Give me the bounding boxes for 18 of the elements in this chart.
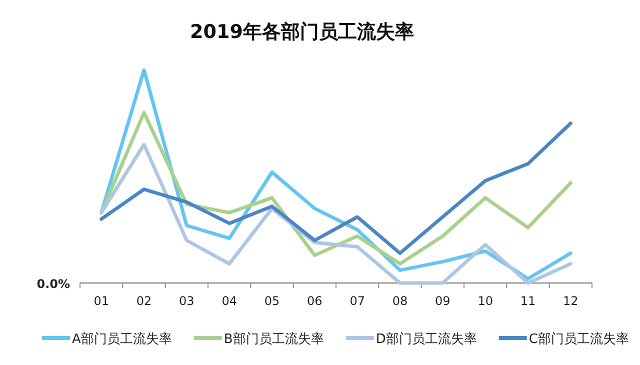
x-tick-label: 11 — [520, 294, 536, 308]
x-tick-label: 02 — [136, 294, 152, 308]
chart-title: 2019年各部门员工流失率 — [190, 21, 414, 43]
x-tick-label: 01 — [94, 294, 109, 308]
legend-label: C部门员工流失率 — [528, 331, 629, 347]
x-tick-label: 12 — [563, 294, 578, 308]
text: 0.0% — [36, 277, 70, 291]
legend-label: D部门员工流失率 — [376, 331, 477, 347]
x-tick-label: 06 — [307, 294, 322, 308]
x-tick-label: 09 — [435, 294, 450, 308]
x-tick-label: 08 — [392, 294, 408, 308]
x-tick-label: 03 — [179, 294, 194, 308]
x-tick-label: 05 — [264, 294, 280, 308]
legend-label: A部门员工流失率 — [72, 331, 172, 347]
x-tick-label: 04 — [222, 294, 237, 308]
legend-label: B部门员工流失率 — [224, 331, 324, 347]
x-tick-label: 10 — [478, 294, 493, 308]
x-tick-label: 07 — [350, 294, 365, 308]
